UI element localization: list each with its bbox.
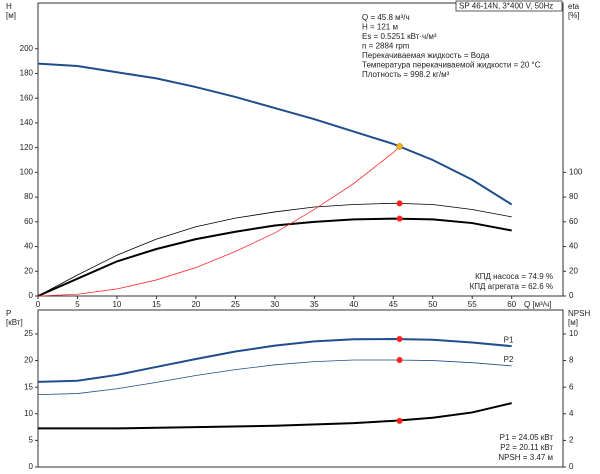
info-line: H = 121 м xyxy=(362,23,398,32)
y2-tick-label: 0 xyxy=(569,291,574,300)
operating-point xyxy=(396,143,403,150)
y-tick-label: 120 xyxy=(20,143,34,152)
info-line: Температура перекачиваемой жидкости = 20… xyxy=(362,61,541,70)
info-line: Плотность = 998.2 кг/м³ xyxy=(362,70,450,79)
y-axis-unit: [м] xyxy=(6,11,16,20)
x-tick-label: 20 xyxy=(191,300,200,309)
info-line: Es = 0.5251 кВт·ч/м³ xyxy=(362,32,437,41)
y-tick-label: 20 xyxy=(24,266,33,275)
y-tick-label: 100 xyxy=(20,167,34,176)
y-tick-label: 140 xyxy=(20,118,34,127)
y2-tick-label: 40 xyxy=(569,242,578,251)
info-line: n = 2884 rpm xyxy=(362,42,410,51)
operating-point xyxy=(396,200,403,207)
curve xyxy=(37,359,512,396)
y2-tick-label: 60 xyxy=(569,217,578,226)
y2-axis-unit: [м] xyxy=(568,318,578,327)
y2-tick-label: 6 xyxy=(569,382,574,391)
curve xyxy=(37,146,400,297)
y-tick-label: 180 xyxy=(20,69,34,78)
y-tick-label: 20 xyxy=(24,356,33,365)
x-tick-label: 30 xyxy=(270,300,279,309)
x-tick-label: 45 xyxy=(389,300,398,309)
chart-title: SP 46-14N, 3*400 V, 50Hz xyxy=(459,2,553,11)
result-line: NPSH = 3.47 м xyxy=(498,453,553,462)
y2-tick-label: 100 xyxy=(569,167,583,176)
info-line: Перекачиваемая жидкость = Вода xyxy=(362,51,490,60)
y2-tick-label: 10 xyxy=(569,329,578,338)
curve xyxy=(37,202,512,297)
curve xyxy=(37,62,513,206)
curve-label: P1 xyxy=(504,335,514,344)
info-line: Q = 45.8 м³/ч xyxy=(362,13,410,22)
operating-point xyxy=(396,417,403,424)
y2-axis-unit: [%] xyxy=(568,11,580,20)
x-tick-label: 60 xyxy=(507,300,516,309)
result-line: P1 = 24.05 кВт xyxy=(500,433,554,442)
y2-tick-label: 80 xyxy=(569,192,578,201)
curve-label: P2 xyxy=(504,355,514,364)
x-tick-label: 25 xyxy=(231,300,240,309)
result-line: КПД агрегата = 62.6 % xyxy=(470,282,553,291)
y-axis-label: H xyxy=(6,2,12,11)
x-tick-label: 35 xyxy=(310,300,319,309)
x-tick-label: 40 xyxy=(349,300,358,309)
y2-tick-label: 2 xyxy=(569,435,574,444)
title-box xyxy=(455,0,563,12)
y-axis-label: P xyxy=(6,309,11,318)
y-tick-label: 25 xyxy=(24,329,33,338)
y-tick-label: 200 xyxy=(20,44,34,53)
plot-frame xyxy=(37,309,564,468)
curve xyxy=(37,217,512,297)
y2-tick-label: 20 xyxy=(569,266,578,275)
y2-tick-label: 4 xyxy=(569,409,574,418)
x-tick-label: 50 xyxy=(428,300,437,309)
y-tick-label: 40 xyxy=(24,242,33,251)
result-line: P2 = 20.11 кВт xyxy=(500,443,553,452)
operating-point xyxy=(396,215,403,222)
y-tick-label: 80 xyxy=(24,192,33,201)
x-tick-label: 5 xyxy=(75,300,80,309)
y-tick-label: 0 xyxy=(29,462,34,471)
y2-axis-label: NPSH xyxy=(568,309,590,318)
y-tick-label: 10 xyxy=(24,409,33,418)
x-tick-label: 15 xyxy=(152,300,161,309)
curve xyxy=(37,338,512,383)
y2-axis-label: eta xyxy=(568,2,580,11)
result-line: КПД насоса = 74.9 % xyxy=(475,272,553,281)
operating-point xyxy=(396,356,403,363)
x-tick-label: 55 xyxy=(468,300,477,309)
plot-frame xyxy=(37,2,564,297)
y2-tick-label: 0 xyxy=(569,462,574,471)
x-tick-label: 10 xyxy=(112,300,121,309)
y-tick-label: 160 xyxy=(20,93,34,102)
x-axis-label: Q [м³/ч] xyxy=(524,300,551,309)
y-axis-unit: [кВт] xyxy=(6,318,23,327)
y-tick-label: 60 xyxy=(24,217,33,226)
y-tick-label: 0 xyxy=(29,291,34,300)
y2-tick-label: 8 xyxy=(569,356,574,365)
operating-point xyxy=(396,336,403,343)
x-tick-label: 0 xyxy=(36,300,41,309)
y-tick-label: 5 xyxy=(29,435,34,444)
curve xyxy=(38,402,512,430)
y-tick-label: 15 xyxy=(24,382,33,391)
